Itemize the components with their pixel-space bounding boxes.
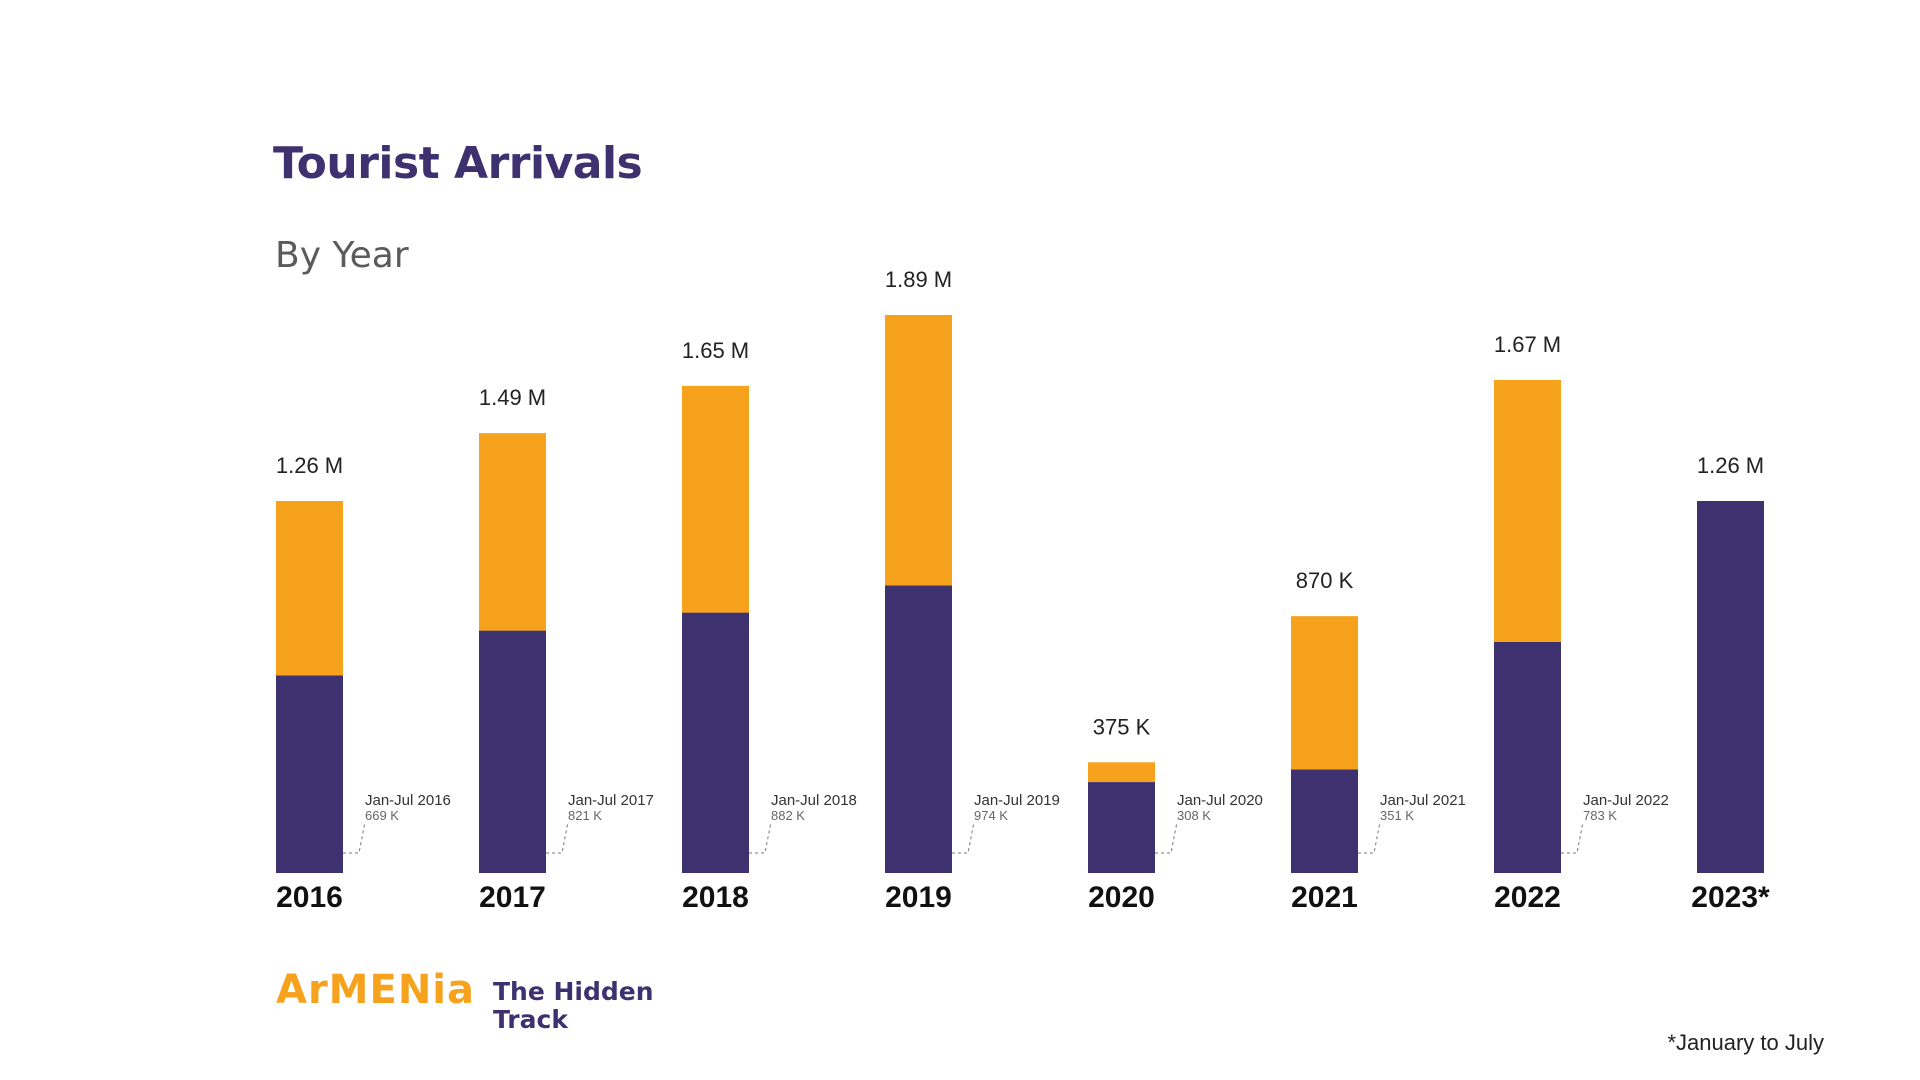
- bar-rest-of-year-2022: [1494, 379, 1561, 642]
- bar-jan-jul-2023: [1697, 501, 1764, 873]
- total-label-2023: 1.26 M: [1697, 453, 1764, 478]
- total-label-2017: 1.49 M: [479, 385, 546, 410]
- annotation-value-2019: 974 K: [974, 808, 1008, 823]
- annotation-leader-2017: [546, 821, 569, 854]
- total-label-2018: 1.65 M: [682, 338, 749, 363]
- annotation-value-2016: 669 K: [365, 808, 399, 823]
- bar-jan-jul-2021: [1291, 769, 1358, 873]
- bar-rest-of-year-2018: [682, 385, 749, 613]
- bar-jan-jul-2020: [1088, 782, 1155, 873]
- year-label-2021: 2021: [1291, 881, 1358, 914]
- footnote: *January to July: [1667, 1030, 1824, 1055]
- annotation-value-2020: 308 K: [1177, 808, 1211, 823]
- year-label-2022: 2022: [1494, 881, 1561, 914]
- annotation-label-2022: Jan-Jul 2022: [1583, 792, 1669, 809]
- total-label-2016: 1.26 M: [276, 453, 343, 478]
- bar-jan-jul-2018: [682, 612, 749, 873]
- annotation-leader-2018: [749, 821, 772, 854]
- year-label-2020: 2020: [1088, 881, 1155, 914]
- year-label-2016: 2016: [276, 881, 343, 914]
- armenia-logo: ArMENia The Hidden Track: [276, 968, 654, 1034]
- year-label-2019: 2019: [885, 881, 952, 914]
- annotation-leader-2019: [952, 821, 975, 854]
- logo-tagline: The Hidden Track: [493, 978, 654, 1034]
- annotation-label-2016: Jan-Jul 2016: [365, 792, 451, 809]
- bar-rest-of-year-2019: [885, 315, 952, 586]
- annotation-leader-2022: [1561, 821, 1584, 854]
- annotation-leader-2016: [343, 821, 366, 854]
- logo-brand-text: ArMENia: [276, 967, 475, 1013]
- annotation-value-2017: 821 K: [568, 808, 602, 823]
- bar-rest-of-year-2020: [1088, 762, 1155, 783]
- bar-rest-of-year-2017: [479, 433, 546, 631]
- year-label-2018: 2018: [682, 881, 749, 914]
- annotation-leader-2021: [1358, 821, 1381, 854]
- total-label-2021: 870 K: [1296, 568, 1354, 593]
- annotation-value-2021: 351 K: [1380, 808, 1414, 823]
- annotation-label-2020: Jan-Jul 2020: [1177, 792, 1263, 809]
- bar-jan-jul-2017: [479, 630, 546, 873]
- logo-tagline-line1: The Hidden: [493, 977, 654, 1006]
- logo-tagline-line2: Track: [493, 1005, 568, 1034]
- annotation-value-2018: 882 K: [771, 808, 805, 823]
- chart-subtitle: By Year: [275, 235, 409, 276]
- chart-title: Tourist Arrivals: [273, 138, 643, 189]
- annotation-leader-2020: [1155, 821, 1178, 854]
- year-label-2017: 2017: [479, 881, 546, 914]
- bar-jan-jul-2022: [1494, 641, 1561, 873]
- bar-rest-of-year-2021: [1291, 616, 1358, 770]
- bar-rest-of-year-2016: [276, 501, 343, 676]
- annotation-value-2022: 783 K: [1583, 808, 1617, 823]
- bar-jan-jul-2016: [276, 675, 343, 873]
- annotation-label-2018: Jan-Jul 2018: [771, 792, 857, 809]
- annotation-label-2017: Jan-Jul 2017: [568, 792, 654, 809]
- bar-jan-jul-2019: [885, 585, 952, 873]
- total-label-2019: 1.89 M: [885, 267, 952, 292]
- total-label-2022: 1.67 M: [1494, 332, 1561, 357]
- annotation-label-2021: Jan-Jul 2021: [1380, 792, 1466, 809]
- year-label-2023: 2023*: [1691, 881, 1770, 914]
- annotation-label-2019: Jan-Jul 2019: [974, 792, 1060, 809]
- total-label-2020: 375 K: [1093, 714, 1151, 739]
